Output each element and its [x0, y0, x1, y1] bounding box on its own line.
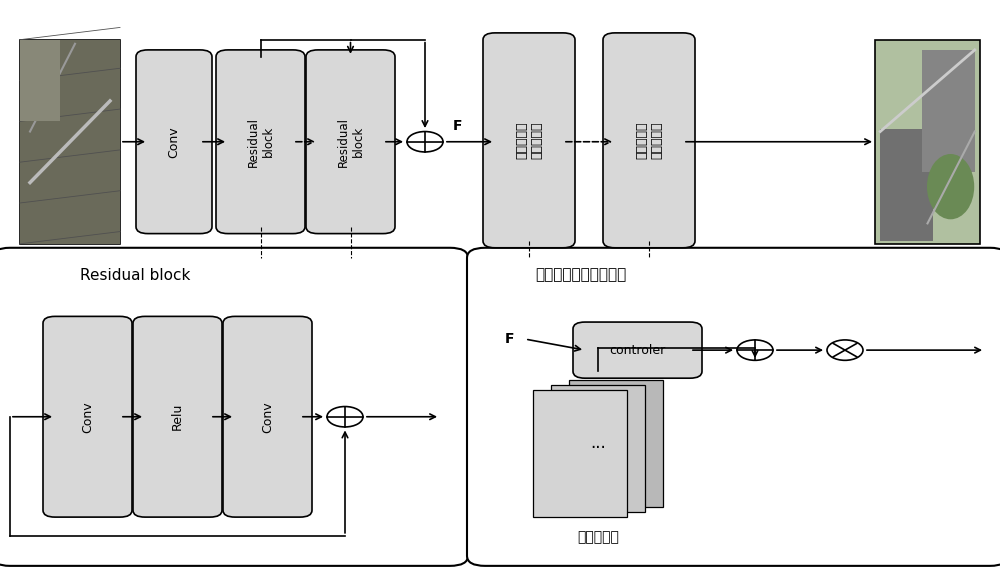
Text: Residual
block: Residual block [246, 117, 274, 167]
FancyBboxPatch shape [216, 50, 305, 234]
Text: Conv: Conv [261, 401, 274, 433]
FancyBboxPatch shape [133, 316, 222, 517]
Bar [20, 40, 120, 244]
Ellipse shape [927, 154, 974, 219]
FancyBboxPatch shape [569, 380, 663, 507]
Text: 动态多尺度
自适应模块: 动态多尺度 自适应模块 [635, 121, 663, 159]
FancyBboxPatch shape [483, 33, 575, 248]
FancyBboxPatch shape [136, 50, 212, 234]
Text: 动态多尺度
自适应模块: 动态多尺度 自适应模块 [515, 121, 543, 159]
FancyBboxPatch shape [43, 316, 132, 517]
FancyBboxPatch shape [223, 316, 312, 517]
Text: Residual block: Residual block [80, 268, 190, 282]
Bar [20, 40, 60, 121]
Bar [922, 50, 975, 172]
Text: 卷积核模板: 卷积核模板 [577, 530, 619, 544]
Bar [875, 40, 980, 244]
Bar [880, 129, 932, 241]
FancyBboxPatch shape [603, 33, 695, 248]
FancyBboxPatch shape [573, 322, 702, 378]
FancyBboxPatch shape [467, 248, 1000, 566]
Text: 动态多尺度自适应模块: 动态多尺度自适应模块 [535, 268, 626, 282]
Text: Conv: Conv [168, 126, 180, 158]
Text: Residual
block: Residual block [337, 117, 365, 167]
Text: F: F [505, 332, 514, 346]
FancyBboxPatch shape [551, 385, 645, 512]
FancyBboxPatch shape [306, 50, 395, 234]
Bar [20, 40, 120, 244]
Text: Conv: Conv [81, 401, 94, 433]
Text: controler: controler [609, 344, 666, 357]
Text: ...: ... [590, 434, 606, 452]
FancyBboxPatch shape [533, 390, 627, 517]
FancyBboxPatch shape [0, 248, 468, 566]
Text: Relu: Relu [171, 403, 184, 430]
Text: F: F [453, 120, 462, 133]
